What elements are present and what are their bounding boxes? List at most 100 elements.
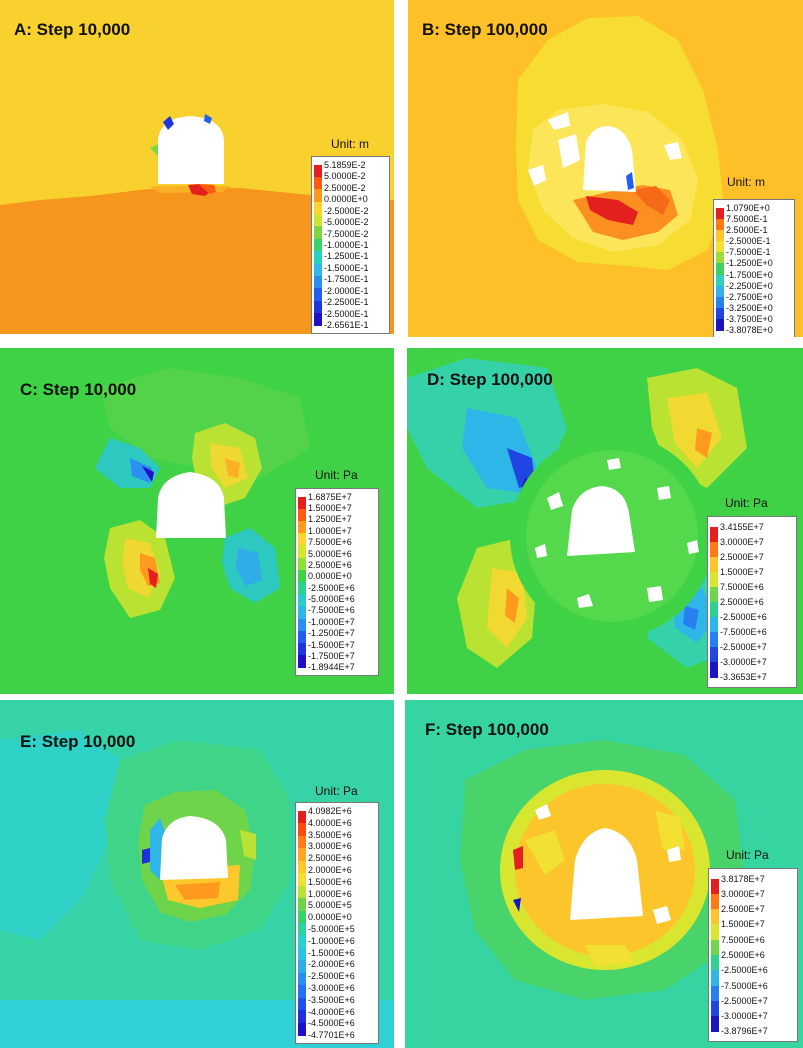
legend-label: -2.5000E+6 (721, 965, 768, 976)
legend-swatch (716, 218, 724, 231)
legend-label: 2.5000E+7 (720, 551, 764, 562)
panel-title-a: A: Step 10,000 (14, 20, 131, 39)
legend-label: 1.0000E+7 (308, 525, 352, 536)
legend-swatch (298, 923, 306, 936)
legend-label: 1.5000E+6 (308, 876, 352, 887)
legend-swatch (298, 947, 306, 961)
legend-unit-a: Unit: m (331, 137, 370, 151)
legend-swatch (298, 910, 306, 924)
legend-label: -1.7500E+0 (726, 269, 773, 280)
legend-swatch (716, 274, 724, 287)
legend-swatch (711, 955, 719, 971)
legend-swatch (711, 924, 719, 941)
legend-label: -3.7500E+0 (726, 314, 773, 325)
legend-box-d: 3.4155E+7 3.0000E+7 2.5000E+7 1.5000E+7 7.50… (707, 516, 797, 688)
legend-label: -2.0000E-1 (324, 285, 369, 296)
legend-label: -2.5000E-2 (324, 205, 369, 216)
legend-swatch (298, 898, 306, 912)
legend-swatch (711, 893, 719, 910)
legend-swatch (716, 263, 724, 276)
panel-d: D: Step 100,000 Unit: Pa 3.4155E+7 3.0000… (407, 348, 803, 694)
legend-label: -2.7500E+0 (726, 291, 773, 302)
legend-swatch (710, 617, 718, 633)
legend-label: -1.0000E-1 (324, 240, 369, 250)
legend-label: 0.0000E+0 (308, 912, 352, 923)
legend-swatch (711, 909, 719, 925)
legend-unit-e: Unit: Pa (315, 784, 358, 798)
panel-f: F: Step 100,000 Unit: Pa 3.8178E+7 3.0000… (405, 700, 803, 1048)
legend-box-f: 3.8178E+7 3.0000E+7 2.5000E+7 1.5000E+7 7.50… (708, 868, 798, 1042)
legend-swatch (314, 288, 322, 302)
legend-swatch (314, 312, 322, 326)
panel-title-f: F: Step 100,000 (425, 720, 549, 739)
legend-label: -5.0000E-2 (324, 217, 369, 228)
legend-swatch (711, 939, 719, 956)
legend-label: -5.0000E+5 (308, 923, 355, 934)
legend-swatch (298, 1010, 306, 1024)
legend-label: 3.8178E+7 (721, 873, 765, 884)
legend-swatch (298, 873, 306, 887)
legend-swatch (298, 823, 306, 837)
legend-label: 1.5000E+7 (308, 503, 352, 514)
legend-label: 3.0000E+7 (720, 536, 764, 547)
legend-swatch (298, 533, 306, 546)
panel-title-e: E: Step 10,000 (20, 732, 136, 751)
legend-swatch (314, 251, 322, 265)
legend-swatch (298, 960, 306, 974)
legend-label: -2.6561E-1 (324, 320, 369, 331)
panel-a: A: Step 10,000 Unit: m 5.1859E-2 5.0000E-… (0, 0, 394, 334)
legend-label: -1.7500E-1 (324, 274, 369, 285)
legend-label: 2.5000E+6 (720, 597, 764, 607)
legend-label: 2.0000E+6 (308, 864, 352, 875)
legend-label: 2.5000E+6 (308, 559, 352, 570)
legend-swatch (298, 630, 306, 644)
legend-swatch (711, 985, 719, 1002)
legend-label: -1.0000E+7 (308, 616, 355, 627)
legend-swatch (710, 556, 718, 573)
legend-label: 1.0000E+6 (308, 888, 352, 899)
legend-label: 7.5000E+6 (308, 537, 352, 548)
legend-swatch (298, 545, 306, 559)
legend-swatch (314, 177, 322, 190)
legend-label: -4.7701E+6 (308, 1030, 355, 1041)
legend-label: -3.5000E+6 (308, 994, 355, 1005)
legend-swatch (298, 582, 306, 595)
panel-e: E: Step 10,000 Unit: Pa 4.0982E+6 4.0000E… (0, 700, 394, 1048)
legend-label: -4.5000E+6 (308, 1018, 355, 1029)
legend-label: 3.0000E+6 (308, 841, 352, 852)
legend-swatch (298, 569, 306, 583)
legend-swatch (298, 985, 306, 999)
legend-label: -3.8078E+0 (726, 325, 773, 336)
legend-swatch (716, 252, 724, 264)
legend-swatch (314, 238, 322, 252)
legend-swatch (716, 285, 724, 298)
legend-label: -2.2500E-1 (324, 297, 369, 308)
legend-label: -1.5000E-1 (324, 262, 369, 273)
legend-label: 7.5000E+6 (721, 934, 765, 945)
legend-label: 3.5000E+6 (308, 829, 352, 840)
legend-label: 2.5000E-1 (726, 224, 768, 235)
legend-unit-b: Unit: m (727, 175, 766, 189)
legend-swatch (710, 602, 718, 618)
legend-swatch (298, 655, 306, 668)
legend-label: -2.5000E-1 (726, 236, 771, 247)
legend-unit-f: Unit: Pa (726, 848, 769, 862)
legend-label: 1.0790E+0 (726, 202, 770, 213)
legend-label: -5.0000E+6 (308, 594, 355, 605)
legend-label: -1.2500E+7 (308, 628, 355, 639)
legend-label: -7.5000E-2 (324, 228, 369, 239)
legend-swatch (710, 526, 718, 543)
legend-label: -3.8796E+7 (721, 1026, 768, 1037)
legend-box-e: 4.0982E+6 4.0000E+6 3.5000E+6 3.0000E+6 2.50… (295, 802, 379, 1044)
stress-field-f (405, 700, 803, 1048)
legend-box-c: 1.6875E+7 1.5000E+7 1.2500E+7 1.0000E+7 7.50… (295, 488, 379, 676)
legend-label: 7.5000E-1 (726, 213, 768, 224)
legend-swatch (710, 571, 718, 588)
legend-label: -1.8944E+7 (308, 662, 355, 673)
legend-swatch (711, 1016, 719, 1032)
legend-label: -1.5000E+6 (308, 947, 355, 958)
legend-swatch (298, 557, 306, 571)
legend-label: 5.1859E-2 (324, 159, 366, 170)
legend-label: -7.5000E+6 (720, 627, 767, 638)
legend-label: 2.5000E+6 (308, 853, 352, 864)
